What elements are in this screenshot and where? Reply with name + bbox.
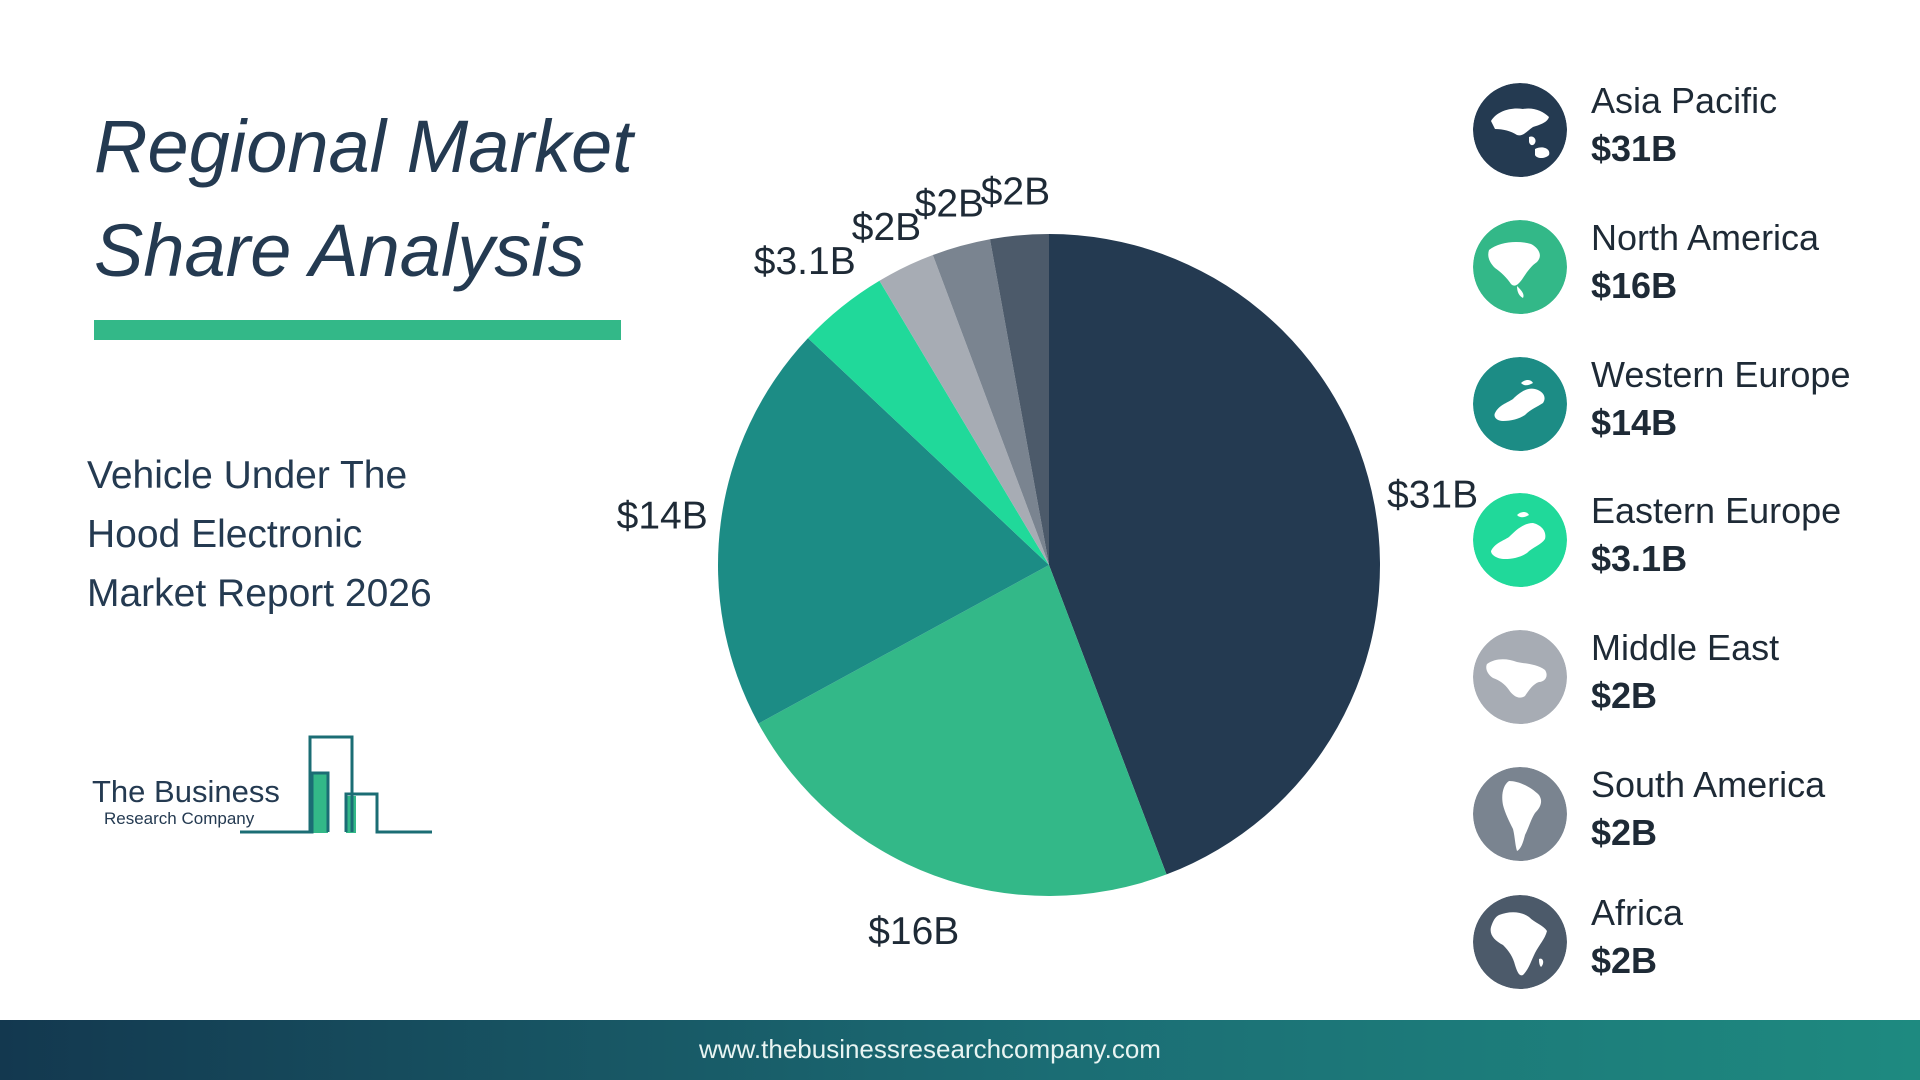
pie-data-label: $3.1B [754,240,856,283]
legend-value: $14B [1591,402,1678,443]
company-logo: The Business Research Company [90,728,440,838]
pie-slice-eastern-europe [807,280,1049,565]
logo-subtitle: Research Company [104,809,255,828]
pie-data-label: $2B [852,206,921,249]
legend-item-asia-pacific: Asia Pacific $31B [1473,80,1913,180]
pie-data-label: $31B [1387,474,1478,517]
logo-buildings-icon [240,735,432,834]
title-line-1: Regional Market [94,105,633,188]
legend-label: Western Europe [1591,354,1851,395]
pie-data-label: $2B [915,182,984,225]
subtitle-line-3: Market Report 2026 [87,572,432,615]
pie-slice-africa [989,234,1049,565]
pie-slice-middle-east [879,255,1049,565]
legend-item-south-america: South America $2B [1473,764,1913,864]
legend-item-eastern-europe: Eastern Europe $3.1B [1473,490,1913,590]
legend-value: $2B [1591,940,1658,981]
middle-east-globe-icon [1473,630,1567,724]
title-accent-bar [94,320,621,340]
pie-slice-asia-pacific [1049,234,1380,875]
title-line-2: Share Analysis [94,209,585,292]
legend-item-africa: Africa $2B [1473,892,1913,992]
legend-value: $3.1B [1591,538,1688,579]
africa-globe-icon [1473,895,1567,989]
south-america-globe-icon [1473,767,1567,861]
pie-data-label: $16B [868,910,959,953]
report-subtitle: Vehicle Under The Hood Electronic Market… [87,446,507,623]
subtitle-line-2: Hood Electronic [87,513,363,556]
pie-slice-north-america [758,565,1167,896]
pie-labels: $31B$16B$14B$3.1B$2B$2B$2B [617,171,1479,953]
legend-item-western-europe: Western Europe $14B [1473,354,1913,454]
legend-label: North America [1591,217,1820,258]
asia-pacific-globe-icon [1473,83,1567,177]
eastern-europe-globe-icon [1473,493,1567,587]
subtitle-line-1: Vehicle Under The [87,454,408,497]
pie-slice-south-america [932,239,1049,565]
footer-bar: www.thebusinessresearchcompany.com [0,1020,1920,1080]
legend-label: Asia Pacific [1591,80,1778,121]
legend-value: $2B [1591,675,1658,716]
legend-value: $16B [1591,265,1678,306]
footer-url: www.thebusinessresearchcompany.com [699,1034,1161,1064]
page-title: Regional Market Share Analysis [94,95,654,303]
logo-name: The Business [92,774,280,809]
legend-item-middle-east: Middle East $2B [1473,627,1913,727]
pie-slice-western-europe [718,338,1049,724]
legend-label: Africa [1591,892,1684,933]
legend-label: Eastern Europe [1591,490,1842,531]
legend-label: Middle East [1591,627,1780,668]
legend-value: $31B [1591,128,1678,169]
pie-data-label: $14B [617,494,708,537]
western-europe-globe-icon [1473,357,1567,451]
pie-data-label: $2B [981,171,1050,214]
legend-label: South America [1591,764,1826,805]
pie-slices [718,234,1380,896]
legend-value: $2B [1591,812,1658,853]
north-america-globe-icon [1473,220,1567,314]
legend-item-north-america: North America $16B [1473,217,1913,317]
